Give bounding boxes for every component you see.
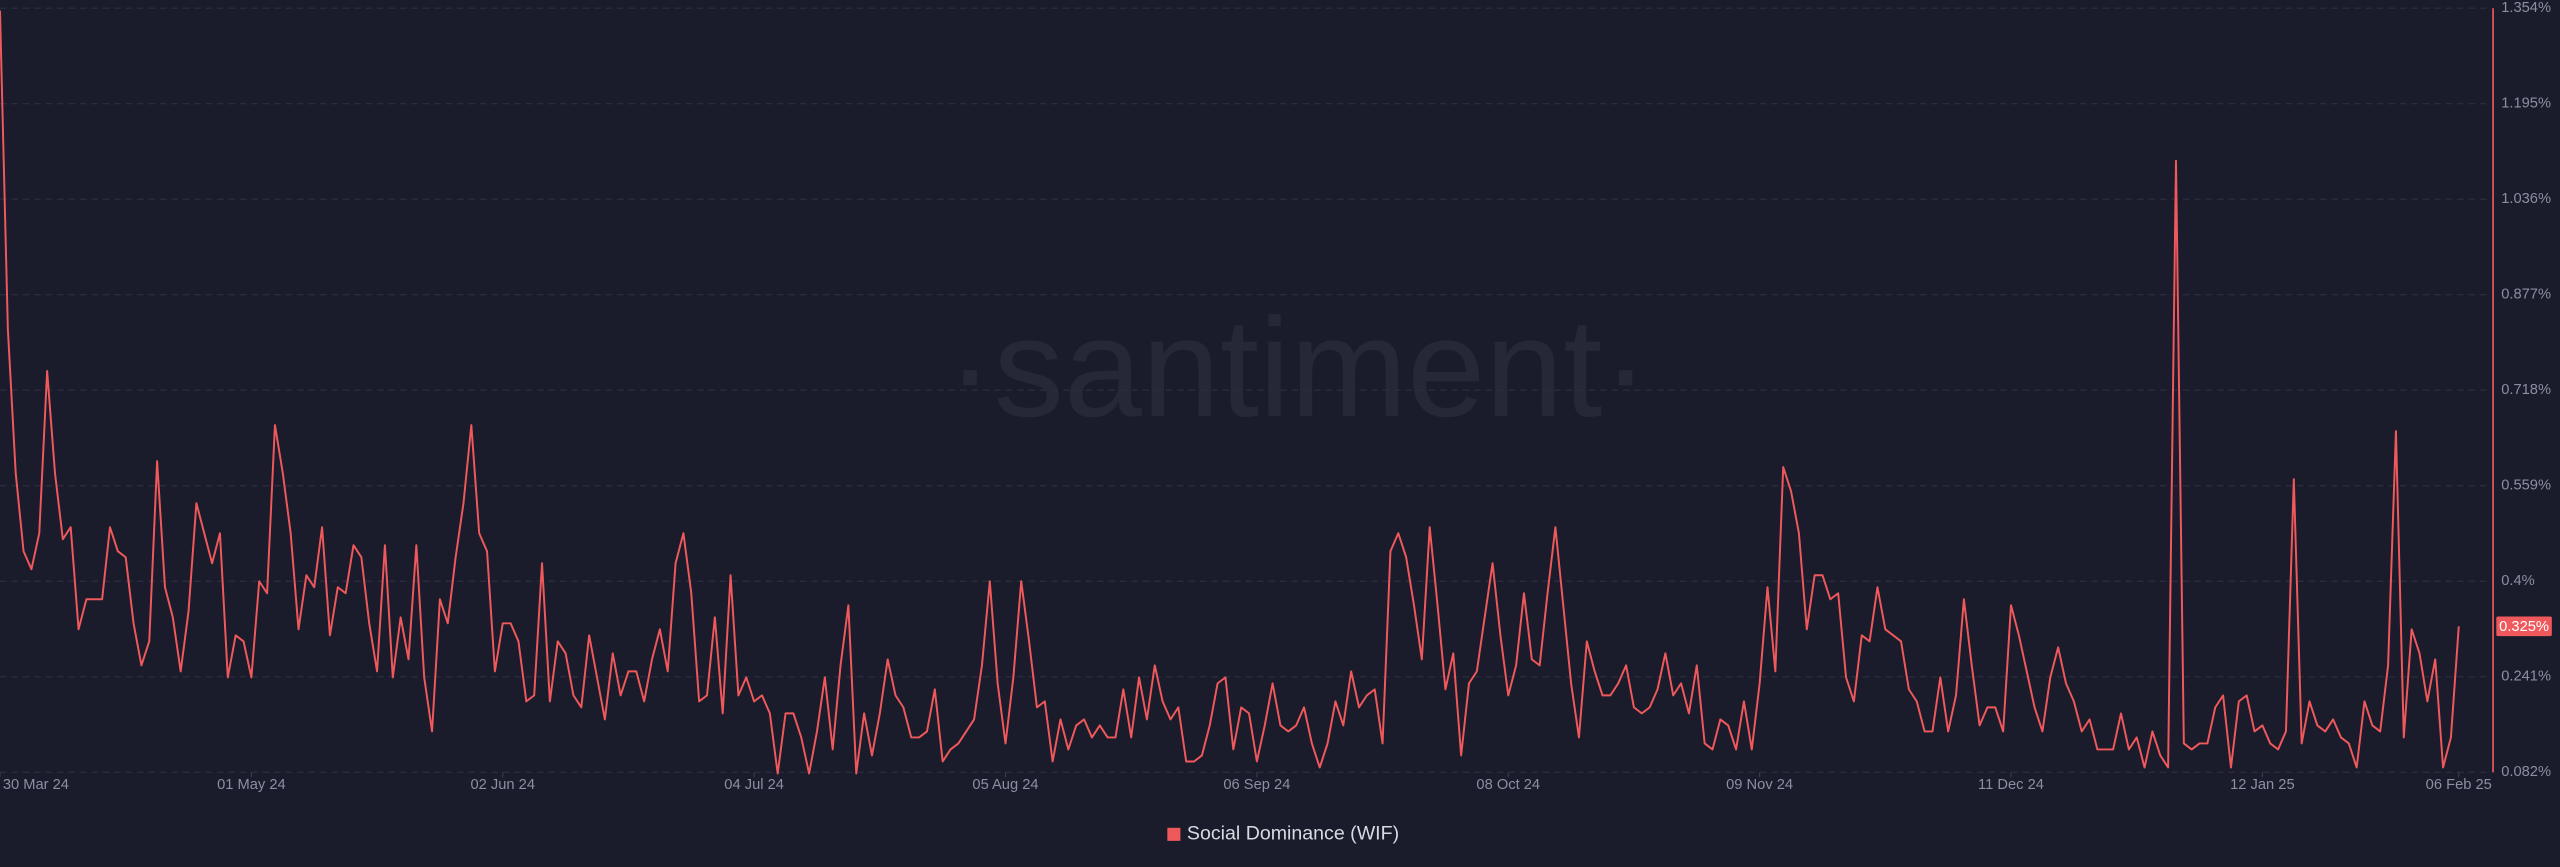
y-tick-label: 1.036% [2501,191,2551,207]
y-tick-label: 1.195% [2501,96,2551,112]
watermark: ·santiment· [947,289,1649,446]
y-tick-label: 0.082% [2501,764,2551,780]
x-tick-label: 04 Jul 24 [724,777,784,793]
series-line [0,10,2460,775]
x-tick-label: 05 Aug 24 [972,777,1038,793]
y-tick-label: 0.877% [2501,287,2551,303]
last-value-label: 0.325% [2499,619,2549,635]
x-tick-label: 01 May 24 [217,777,286,793]
x-tick-label: 06 Sep 24 [1223,777,1290,793]
y-tick-label: 0.718% [2501,382,2551,398]
x-tick-label: 08 Oct 24 [1476,777,1540,793]
x-tick-label: 11 Dec 24 [1978,777,2044,793]
legend-label: Social Dominance (WIF) [1187,822,1399,844]
y-tick-label: 1.354% [2501,0,2551,16]
x-tick-label: 02 Jun 24 [470,777,535,793]
last-value-badge [2496,616,2552,637]
x-tick-label: 30 Mar 24 [3,777,69,793]
x-tick-label: 12 Jan 25 [2230,777,2295,793]
y-tick-label: 0.4% [2501,573,2534,589]
legend-swatch [1167,827,1181,841]
y-tick-label: 0.241% [2501,669,2551,685]
x-tick-label: 09 Nov 24 [1726,777,1793,793]
y-tick-label: 0.559% [2501,478,2551,494]
x-tick-label: 06 Feb 25 [2426,777,2492,793]
